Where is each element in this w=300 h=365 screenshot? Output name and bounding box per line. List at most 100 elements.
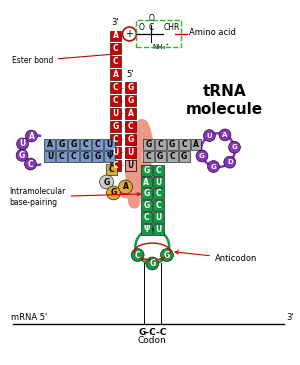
Text: G: G — [82, 152, 89, 161]
Text: G: G — [143, 201, 149, 210]
Text: Ψ: Ψ — [143, 225, 149, 234]
Text: G: G — [232, 144, 237, 150]
Circle shape — [16, 138, 28, 150]
Text: G: G — [169, 140, 175, 149]
Text: C: C — [158, 140, 163, 149]
FancyBboxPatch shape — [143, 139, 154, 150]
Text: mRNA 5': mRNA 5' — [11, 313, 47, 322]
Text: G: G — [103, 177, 110, 187]
Text: C: C — [71, 152, 76, 161]
Text: C: C — [155, 189, 161, 199]
FancyBboxPatch shape — [80, 151, 91, 162]
FancyBboxPatch shape — [141, 177, 152, 188]
Text: G: G — [143, 166, 149, 174]
FancyBboxPatch shape — [80, 139, 91, 150]
Text: U: U — [207, 132, 212, 139]
FancyBboxPatch shape — [44, 151, 56, 162]
FancyBboxPatch shape — [167, 151, 178, 162]
Text: U: U — [127, 161, 134, 170]
FancyBboxPatch shape — [110, 134, 121, 145]
FancyBboxPatch shape — [125, 121, 136, 132]
FancyBboxPatch shape — [104, 139, 115, 150]
Text: C: C — [59, 152, 65, 161]
Text: A: A — [193, 140, 199, 149]
Text: C: C — [113, 135, 118, 144]
Text: U: U — [155, 177, 161, 187]
Text: +: + — [125, 29, 134, 39]
Text: A: A — [128, 109, 134, 118]
Circle shape — [208, 161, 219, 173]
FancyBboxPatch shape — [153, 188, 164, 199]
FancyBboxPatch shape — [106, 164, 117, 174]
Text: G: G — [59, 140, 65, 149]
Text: 3': 3' — [286, 313, 294, 322]
FancyBboxPatch shape — [178, 139, 190, 150]
FancyBboxPatch shape — [141, 224, 152, 235]
Text: U: U — [106, 140, 113, 149]
Text: O: O — [138, 23, 144, 32]
Text: C: C — [143, 213, 149, 222]
FancyBboxPatch shape — [110, 82, 121, 93]
Text: G: G — [199, 153, 205, 159]
Text: A: A — [143, 177, 149, 187]
Text: 3': 3' — [112, 18, 119, 27]
Circle shape — [203, 130, 215, 142]
FancyBboxPatch shape — [153, 177, 164, 188]
Circle shape — [16, 149, 28, 161]
Text: C: C — [113, 45, 118, 53]
Text: C: C — [128, 122, 133, 131]
Text: C: C — [113, 161, 118, 170]
Text: C: C — [28, 160, 33, 169]
FancyBboxPatch shape — [125, 160, 136, 170]
Text: Anticodon: Anticodon — [175, 251, 257, 263]
FancyBboxPatch shape — [56, 139, 67, 150]
Circle shape — [229, 141, 240, 153]
Text: C: C — [181, 140, 187, 149]
Text: C: C — [155, 166, 161, 174]
Text: G: G — [181, 152, 187, 161]
FancyBboxPatch shape — [125, 82, 136, 93]
Circle shape — [224, 156, 236, 168]
Text: G: G — [127, 96, 134, 105]
FancyBboxPatch shape — [110, 121, 121, 132]
Text: G: G — [211, 164, 216, 169]
Text: C: C — [113, 57, 118, 66]
Text: C: C — [95, 140, 100, 149]
Text: C: C — [83, 140, 88, 149]
Text: A: A — [47, 140, 53, 149]
FancyBboxPatch shape — [110, 147, 121, 158]
Circle shape — [122, 27, 136, 41]
FancyBboxPatch shape — [143, 151, 154, 162]
Text: G: G — [157, 152, 164, 161]
FancyBboxPatch shape — [110, 108, 121, 119]
FancyBboxPatch shape — [167, 139, 178, 150]
Text: G: G — [149, 259, 155, 268]
FancyBboxPatch shape — [92, 139, 103, 150]
Text: U: U — [155, 225, 161, 234]
FancyBboxPatch shape — [110, 31, 121, 42]
FancyBboxPatch shape — [125, 134, 136, 145]
FancyBboxPatch shape — [110, 69, 121, 80]
Circle shape — [131, 249, 144, 261]
Text: Ψ: Ψ — [106, 152, 113, 161]
Text: C: C — [169, 152, 175, 161]
Text: C: C — [149, 23, 154, 32]
Text: A: A — [222, 132, 228, 138]
Text: C: C — [135, 250, 140, 260]
FancyBboxPatch shape — [153, 200, 164, 211]
FancyBboxPatch shape — [110, 43, 121, 54]
Circle shape — [146, 257, 159, 270]
Text: 5': 5' — [127, 70, 134, 79]
FancyBboxPatch shape — [110, 95, 121, 106]
Text: tRNA
molecule: tRNA molecule — [186, 84, 263, 117]
FancyBboxPatch shape — [153, 165, 164, 176]
FancyBboxPatch shape — [56, 151, 67, 162]
Text: A: A — [112, 31, 118, 41]
Text: Codon: Codon — [138, 337, 167, 345]
FancyBboxPatch shape — [155, 151, 166, 162]
Text: Ester bond: Ester bond — [12, 53, 113, 65]
Text: Amino acid: Amino acid — [189, 28, 236, 38]
FancyBboxPatch shape — [44, 139, 56, 150]
FancyBboxPatch shape — [141, 212, 152, 223]
FancyBboxPatch shape — [92, 151, 103, 162]
